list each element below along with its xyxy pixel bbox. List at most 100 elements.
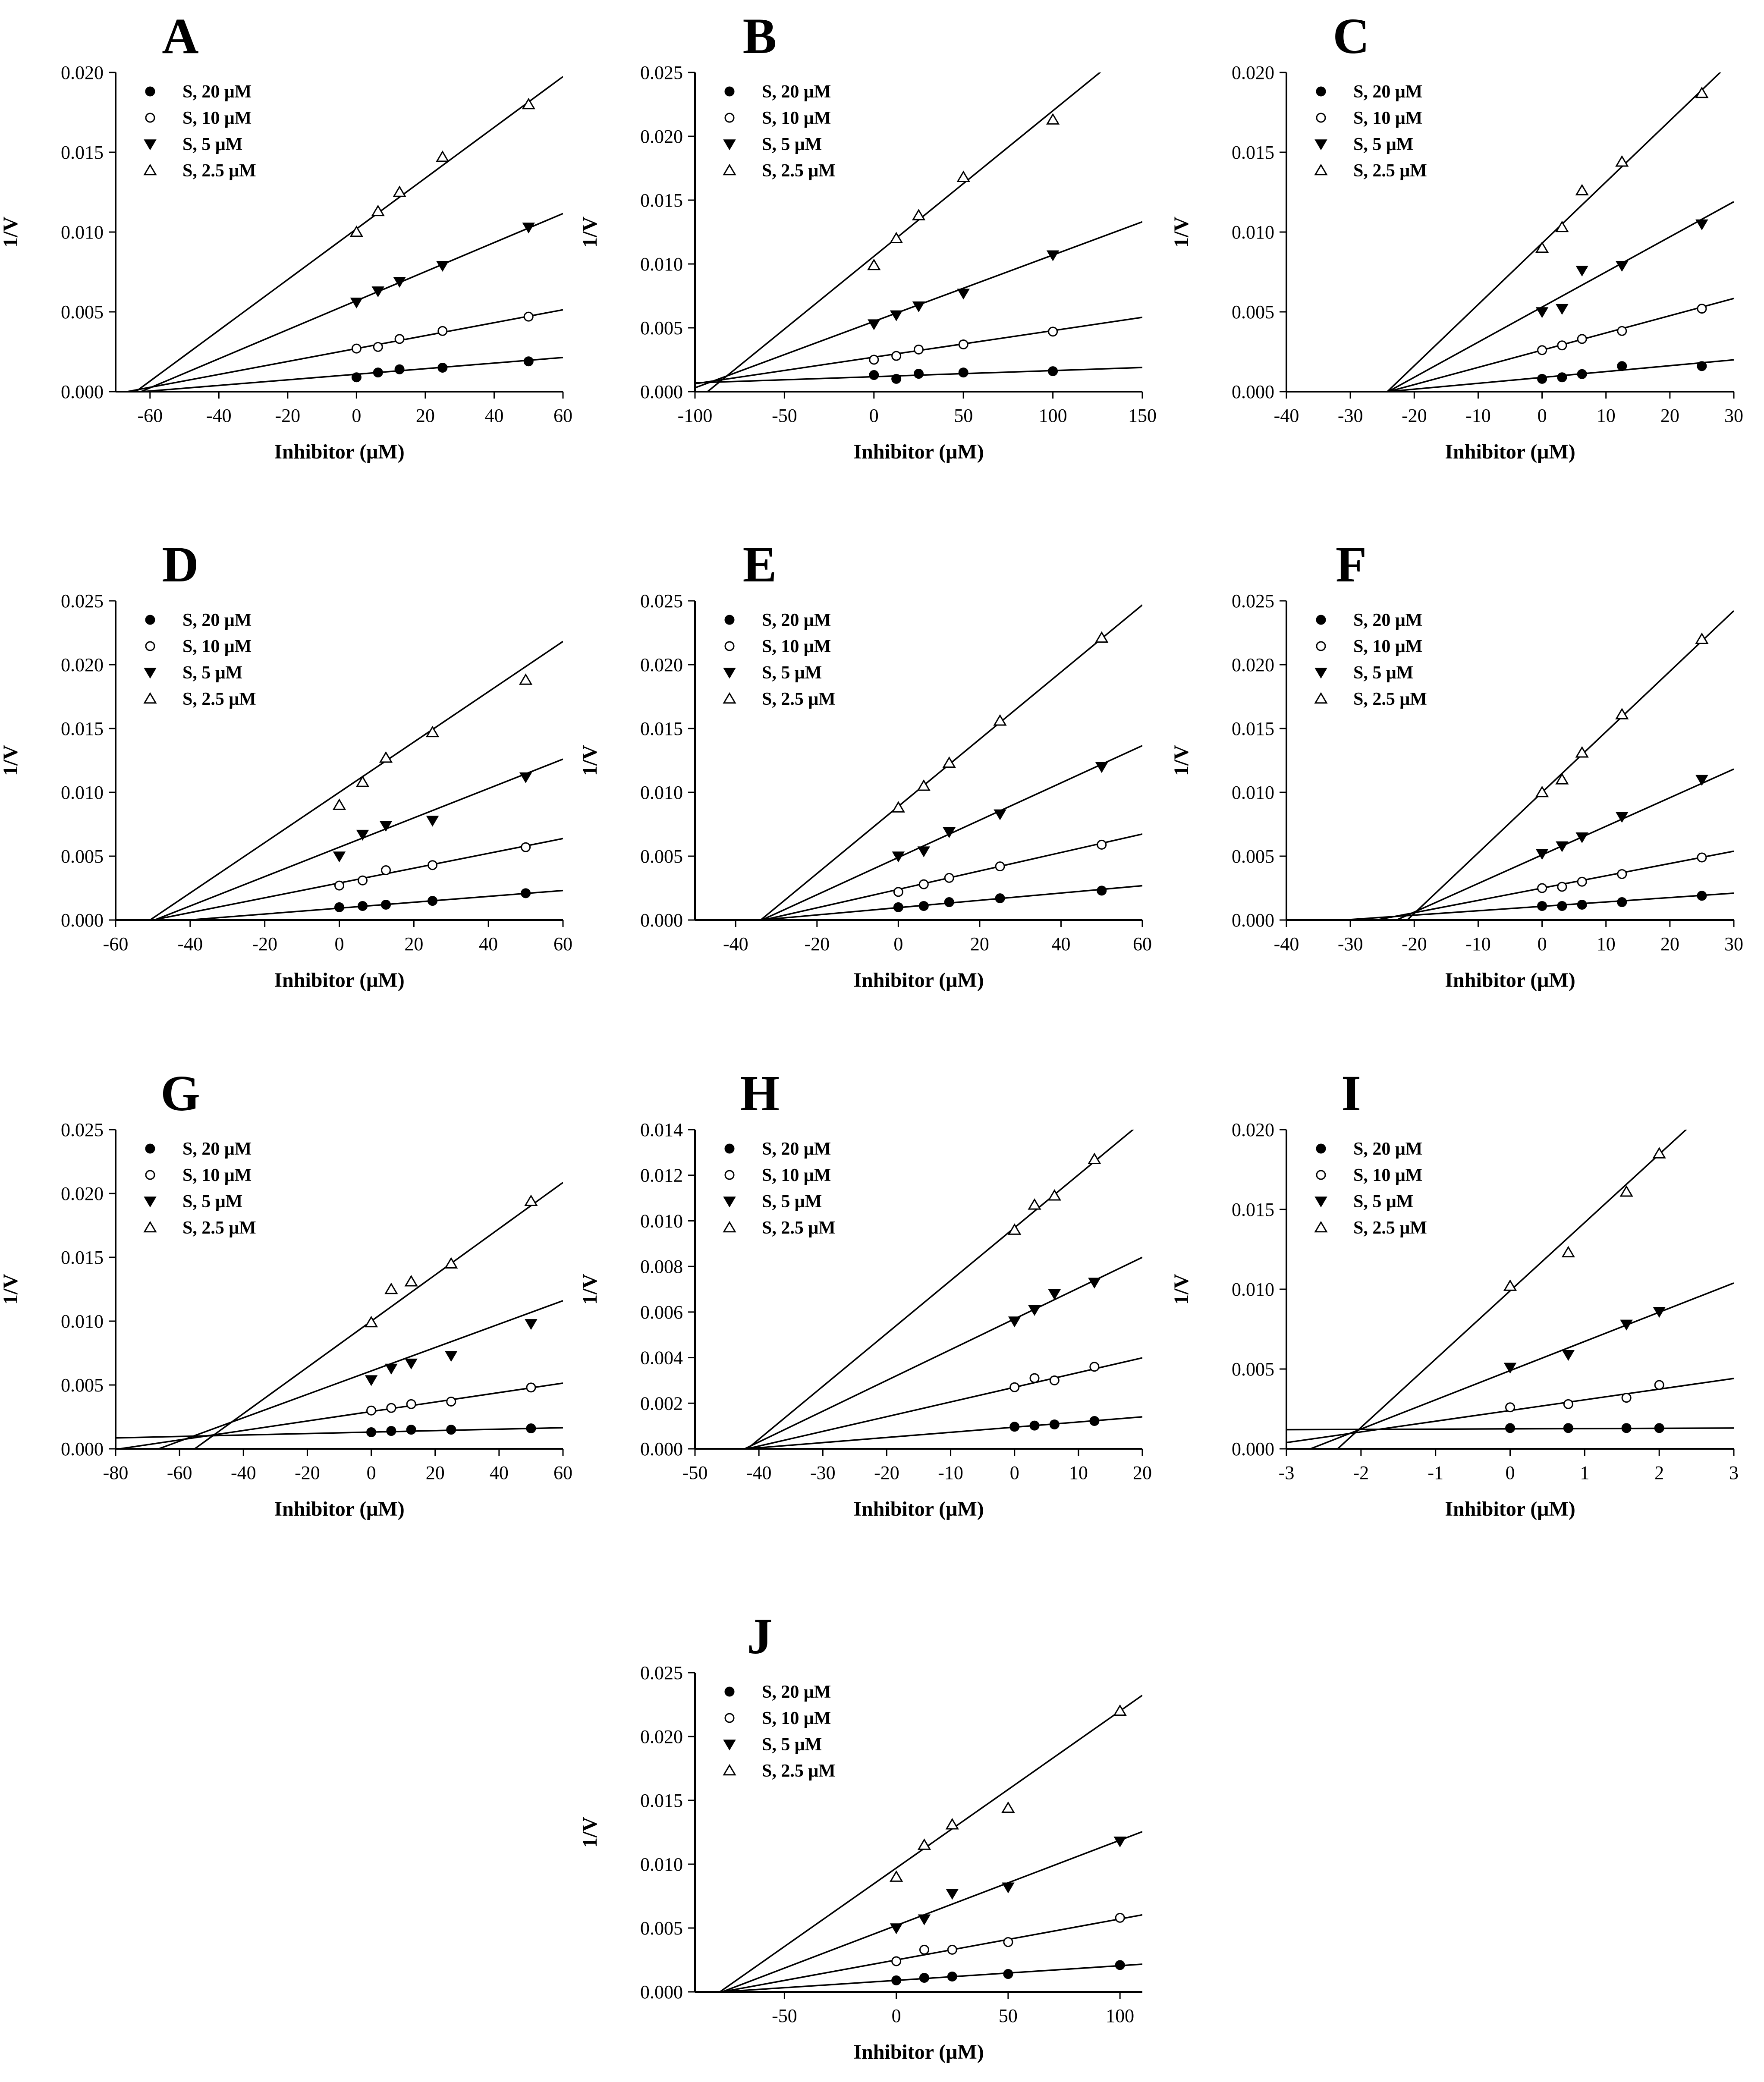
y-tick-label: 0.020: [640, 654, 683, 675]
x-tick-label: 100: [1106, 2005, 1134, 2026]
data-point: [373, 367, 383, 378]
data-point: [1557, 340, 1567, 351]
data-point: [1695, 632, 1709, 644]
data-point: [350, 298, 363, 309]
y-tick-label: 0.015: [640, 1790, 683, 1811]
data-point: [1049, 1419, 1060, 1429]
regression-line-1: [116, 1427, 563, 1439]
x-tick-label: -100: [678, 405, 713, 426]
x-tick-label: -30: [1338, 933, 1363, 955]
y-tick-label: 0.020: [1232, 62, 1274, 83]
data-point: [1557, 882, 1567, 892]
x-tick-label: 30: [1724, 933, 1743, 955]
legend-label: S, 10 μM: [762, 637, 831, 656]
x-axis-title: Inhibitor (μM): [853, 2041, 984, 2063]
x-tick-label: -50: [682, 1462, 708, 1483]
y-tick-label: 0.000: [1232, 910, 1274, 931]
data-point: [404, 1275, 418, 1287]
data-point: [522, 97, 535, 110]
data-point: [446, 1396, 456, 1407]
data-point: [1654, 1380, 1664, 1390]
x-tick-label: 10: [1069, 1462, 1088, 1483]
x-tick-label: 0: [892, 2005, 901, 2026]
x-tick-label: 2: [1654, 1462, 1664, 1483]
data-point: [1505, 1423, 1515, 1433]
x-tick-label: 20: [1660, 405, 1679, 426]
data-point: [1563, 1423, 1573, 1433]
legend-label: S, 10 μM: [762, 1165, 831, 1185]
y-tick-label: 0.025: [640, 62, 683, 83]
legend-label: S, 20 μM: [1353, 1139, 1422, 1159]
legend-label: S, 10 μM: [182, 1165, 252, 1185]
data-point: [521, 842, 531, 852]
data-point: [523, 356, 534, 367]
data-point: [428, 896, 438, 906]
data-point: [1557, 901, 1567, 911]
chart-panel-h: H -50 -40 -30 -20 -10 0 10 20 0.000 0.002 0.004 0.00…: [579, 1065, 1152, 1520]
y-tick-label: 0.020: [61, 654, 104, 675]
data-point: [1575, 266, 1588, 277]
y-tick-label: 0.005: [61, 1375, 104, 1396]
x-tick-label: 150: [1128, 405, 1157, 426]
x-tick-label: -50: [772, 405, 797, 426]
legend-marker: [144, 668, 157, 679]
data-point: [1617, 361, 1627, 371]
data-point: [379, 751, 393, 763]
x-tick-label: -20: [295, 1462, 320, 1483]
data-point: [1561, 1246, 1575, 1258]
y-axis-title: 1/V: [579, 1274, 601, 1305]
data-point: [1029, 1420, 1040, 1431]
data-point: [355, 776, 370, 787]
data-point: [1620, 1319, 1633, 1331]
x-tick-label: -40: [178, 933, 203, 955]
data-point: [1503, 1279, 1517, 1291]
data-point: [428, 860, 438, 870]
regression-line-4: [148, 641, 563, 920]
y-tick-label: 0.010: [1232, 1279, 1274, 1300]
y-tick-label: 0.015: [61, 142, 104, 163]
data-point: [519, 673, 533, 685]
data-point: [943, 827, 956, 838]
data-point: [917, 779, 931, 791]
data-point: [1562, 1350, 1575, 1361]
y-tick-label: 0.000: [61, 381, 104, 402]
data-point: [358, 875, 368, 886]
data-point: [891, 1956, 902, 1966]
chart-panel-g: G -80 -60 -40 -20 0 20 40 60 0.000 0.005 0.010 0.015…: [0, 1065, 572, 1520]
legend-marker: [723, 139, 736, 151]
data-point: [1113, 1836, 1126, 1848]
legend-label: S, 10 μM: [1353, 1165, 1422, 1185]
y-tick-label: 0.015: [1232, 718, 1274, 739]
chart-panel-a: A -60 -40 -20 0 20 40 60 0.000 0.005 0.010 0.015 0.0…: [0, 8, 572, 463]
legend-label: S, 20 μM: [762, 1139, 831, 1159]
data-point: [869, 370, 879, 380]
y-tick-label: 0.005: [1232, 1359, 1274, 1380]
legend: S, 20 μM S, 10 μM S, 5 μM S, 2.5 μM: [1314, 610, 1427, 709]
data-point: [373, 342, 383, 352]
data-point: [1089, 1362, 1100, 1372]
y-tick-label: 0.000: [61, 1438, 104, 1460]
legend-label: S, 2.5 μM: [182, 1218, 256, 1238]
data-point: [890, 232, 903, 244]
x-tick-label: 20: [1660, 933, 1679, 955]
data-point: [334, 902, 344, 912]
regression-line-1: [132, 357, 563, 392]
data-point: [890, 1923, 903, 1934]
legend-marker: [723, 163, 736, 176]
data-point: [526, 1423, 536, 1434]
x-tick-label: 30: [1724, 405, 1743, 426]
legend: S, 20 μM S, 10 μM S, 5 μM S, 2.5 μM: [723, 82, 836, 181]
legend-label: S, 10 μM: [1353, 637, 1422, 656]
legend-marker: [1314, 163, 1328, 176]
y-tick-label: 0.006: [640, 1302, 683, 1323]
data-point: [945, 1818, 959, 1830]
regression-line-2: [743, 1357, 1142, 1449]
data-point: [1621, 1393, 1632, 1403]
y-tick-label: 0.000: [640, 1438, 683, 1460]
data-point: [867, 258, 881, 270]
data-point: [893, 902, 903, 912]
data-point: [437, 363, 448, 373]
legend-marker: [723, 692, 736, 704]
legend-marker: [143, 692, 157, 704]
data-point: [1577, 369, 1587, 379]
